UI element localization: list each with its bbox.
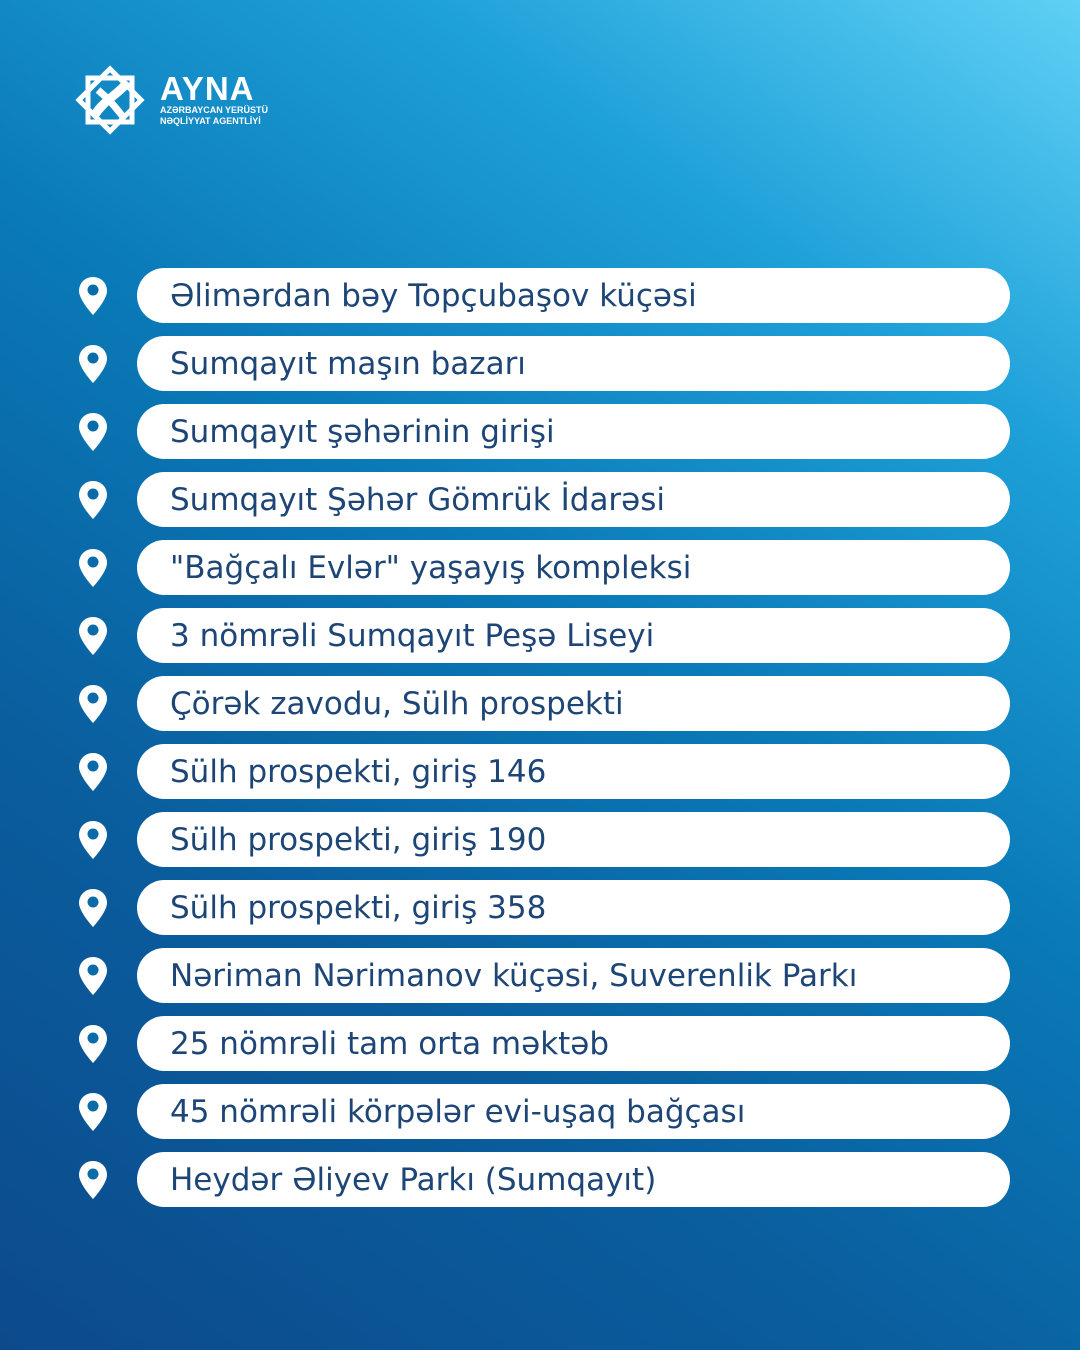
- location-label: 45 nömrəli körpələr evi-uşaq bağçası: [137, 1084, 1010, 1139]
- list-item: 3 nömrəli Sumqayıt Peşə Liseyi: [0, 608, 1080, 663]
- list-item: Sumqayıt Şəhər Gömrük İdarəsi: [0, 472, 1080, 527]
- location-label: Əlimərdan bəy Topçubaşov küçəsi: [137, 268, 1010, 323]
- location-pin-icon: [79, 481, 107, 519]
- location-pin-icon: [79, 617, 107, 655]
- location-pin-icon: [79, 821, 107, 859]
- location-label: 25 nömrəli tam orta məktəb: [137, 1016, 1010, 1071]
- location-label: "Bağçalı Evlər" yaşayış kompleksi: [137, 540, 1010, 595]
- location-list: Əlimərdan bəy Topçubaşov küçəsi Sumqayıt…: [0, 268, 1080, 1220]
- location-pin-icon: [79, 1025, 107, 1063]
- location-label: Nəriman Nərimanov küçəsi, Suverenlik Par…: [137, 948, 1010, 1003]
- brand-subtitle-2: NƏQLİYYAT AGENTLİYİ: [160, 116, 261, 126]
- list-item: Nəriman Nərimanov küçəsi, Suverenlik Par…: [0, 948, 1080, 1003]
- location-pin-icon: [79, 753, 107, 791]
- list-item: 45 nömrəli körpələr evi-uşaq bağçası: [0, 1084, 1080, 1139]
- location-pin-icon: [79, 1161, 107, 1199]
- location-label: Çörək zavodu, Sülh prospekti: [137, 676, 1010, 731]
- list-item: Heydər Əliyev Parkı (Sumqayıt): [0, 1152, 1080, 1207]
- location-label: Sülh prospekti, giriş 358: [137, 880, 1010, 935]
- brand-name: AYNA: [160, 70, 255, 107]
- location-pin-icon: [79, 277, 107, 315]
- list-item: Sumqayıt şəhərinin girişi: [0, 404, 1080, 459]
- list-item: Çörək zavodu, Sülh prospekti: [0, 676, 1080, 731]
- location-label: Sülh prospekti, giriş 190: [137, 812, 1010, 867]
- location-pin-icon: [79, 549, 107, 587]
- location-label: Sumqayıt şəhərinin girişi: [137, 404, 1010, 459]
- list-item: Sülh prospekti, giriş 146: [0, 744, 1080, 799]
- location-label: Heydər Əliyev Parkı (Sumqayıt): [137, 1152, 1010, 1207]
- location-pin-icon: [79, 685, 107, 723]
- brand-logo: AYNA AZƏRBAYCAN YERÜSTÜ NƏQLİYYAT AGENTL…: [70, 60, 268, 140]
- location-label: Sumqayıt Şəhər Gömrük İdarəsi: [137, 472, 1010, 527]
- list-item: Əlimərdan bəy Topçubaşov küçəsi: [0, 268, 1080, 323]
- location-label: 3 nömrəli Sumqayıt Peşə Liseyi: [137, 608, 1010, 663]
- location-pin-icon: [79, 345, 107, 383]
- location-pin-icon: [79, 1093, 107, 1131]
- brand-subtitle-1: AZƏRBAYCAN YERÜSTÜ: [160, 105, 269, 115]
- list-item: "Bağçalı Evlər" yaşayış kompleksi: [0, 540, 1080, 595]
- location-pin-icon: [79, 889, 107, 927]
- list-item: Sülh prospekti, giriş 358: [0, 880, 1080, 935]
- location-label: Sülh prospekti, giriş 146: [137, 744, 1010, 799]
- list-item: 25 nömrəli tam orta məktəb: [0, 1016, 1080, 1071]
- ayna-star-logo-icon: [75, 65, 145, 135]
- location-pin-icon: [79, 413, 107, 451]
- location-label: Sumqayıt maşın bazarı: [137, 336, 1010, 391]
- list-item: Sumqayıt maşın bazarı: [0, 336, 1080, 391]
- location-pin-icon: [79, 957, 107, 995]
- list-item: Sülh prospekti, giriş 190: [0, 812, 1080, 867]
